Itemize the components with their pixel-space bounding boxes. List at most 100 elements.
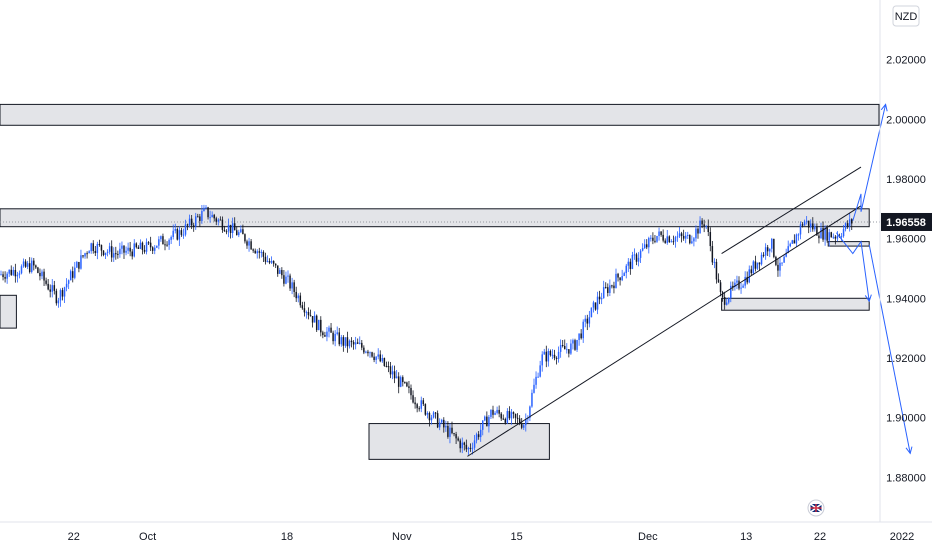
candle (207, 206, 209, 220)
candle-body (100, 245, 103, 251)
candle-body (236, 230, 238, 236)
candle-body (430, 417, 433, 421)
candle-body (672, 241, 675, 243)
candle-body (566, 349, 568, 351)
candle (389, 362, 392, 379)
candle-body (285, 276, 287, 284)
candle-body (709, 232, 712, 247)
candle (131, 249, 133, 260)
candle-body (596, 296, 599, 310)
candle (846, 220, 849, 229)
candle-body (274, 263, 277, 266)
candle (438, 418, 441, 431)
candle (459, 438, 461, 453)
candle (346, 331, 349, 353)
candle-body (207, 207, 209, 218)
candle (572, 338, 574, 350)
candle-body (494, 412, 496, 415)
candle-body (613, 285, 615, 289)
candle-body (607, 287, 609, 293)
candle (115, 246, 117, 260)
candle-body (389, 366, 392, 375)
candle (18, 270, 21, 279)
candle (623, 271, 625, 277)
candle (529, 405, 531, 422)
candle (766, 244, 769, 257)
currency-badge[interactable]: NZD (892, 5, 920, 27)
candle (240, 225, 242, 234)
candle (289, 273, 291, 292)
candle-body (428, 412, 431, 421)
candle (377, 348, 379, 360)
price-tick-label: 2.02000 (886, 55, 926, 67)
candle-body (525, 419, 527, 426)
candle-body (354, 342, 357, 345)
candle (602, 280, 605, 299)
candle (266, 255, 269, 263)
candle-body (746, 276, 748, 283)
candle (754, 255, 757, 272)
time-axis[interactable]: 22 Oct 18 Nov 15 Dec 13 22 2022 (68, 531, 915, 543)
candle-body (223, 229, 226, 232)
candle-body (436, 413, 439, 428)
candle-body (752, 261, 755, 274)
candle (434, 412, 437, 419)
candle (736, 275, 738, 290)
candle-body (113, 253, 115, 258)
candle (180, 227, 183, 237)
candle-body (272, 260, 275, 264)
candle (545, 345, 548, 368)
candle-body (621, 276, 623, 281)
candle-body (24, 261, 27, 267)
candle (506, 408, 509, 424)
candle (461, 437, 463, 454)
candle-body (88, 251, 90, 254)
candle (803, 219, 806, 226)
candle (277, 265, 279, 277)
candle-body (787, 246, 789, 254)
candle (631, 251, 634, 270)
candle (615, 268, 617, 289)
candle-body (586, 318, 589, 324)
candle (432, 411, 435, 419)
candle-body (434, 412, 437, 414)
candle (28, 257, 31, 274)
candle-body (547, 350, 550, 362)
candle-body (705, 225, 707, 227)
candle (236, 226, 238, 236)
candle (701, 218, 703, 229)
candle-body (500, 413, 502, 419)
candle-body (139, 242, 142, 249)
time-tick-label: 13 (740, 531, 752, 543)
projection-arrowhead (905, 446, 913, 455)
candle-body (557, 351, 560, 359)
candle-body (149, 242, 152, 248)
candle (12, 266, 15, 277)
candle (764, 243, 767, 260)
candle-body (31, 260, 33, 272)
candle-body (424, 404, 427, 415)
candle (242, 224, 244, 235)
price-axis[interactable]: 2.02000 2.00000 1.98000 1.96000 1.94000 1.920… (886, 55, 926, 485)
candle-body (309, 315, 312, 317)
candle (527, 415, 529, 423)
candle (477, 431, 480, 440)
candle-body (840, 236, 843, 238)
candles-layer (0, 204, 853, 455)
candle-body (391, 371, 394, 375)
candle (385, 361, 388, 368)
candle-body (45, 280, 47, 284)
candle-body (80, 255, 82, 269)
candle-body (26, 263, 29, 267)
candle (734, 279, 736, 291)
candle-body (814, 226, 816, 230)
candle (666, 229, 668, 245)
candle (531, 389, 533, 408)
price-tick-label: 1.88000 (886, 472, 926, 484)
candle (254, 248, 256, 254)
candle-body (338, 332, 340, 345)
candle-body (836, 235, 839, 239)
candle-body (719, 282, 722, 293)
candle-body (848, 219, 851, 227)
